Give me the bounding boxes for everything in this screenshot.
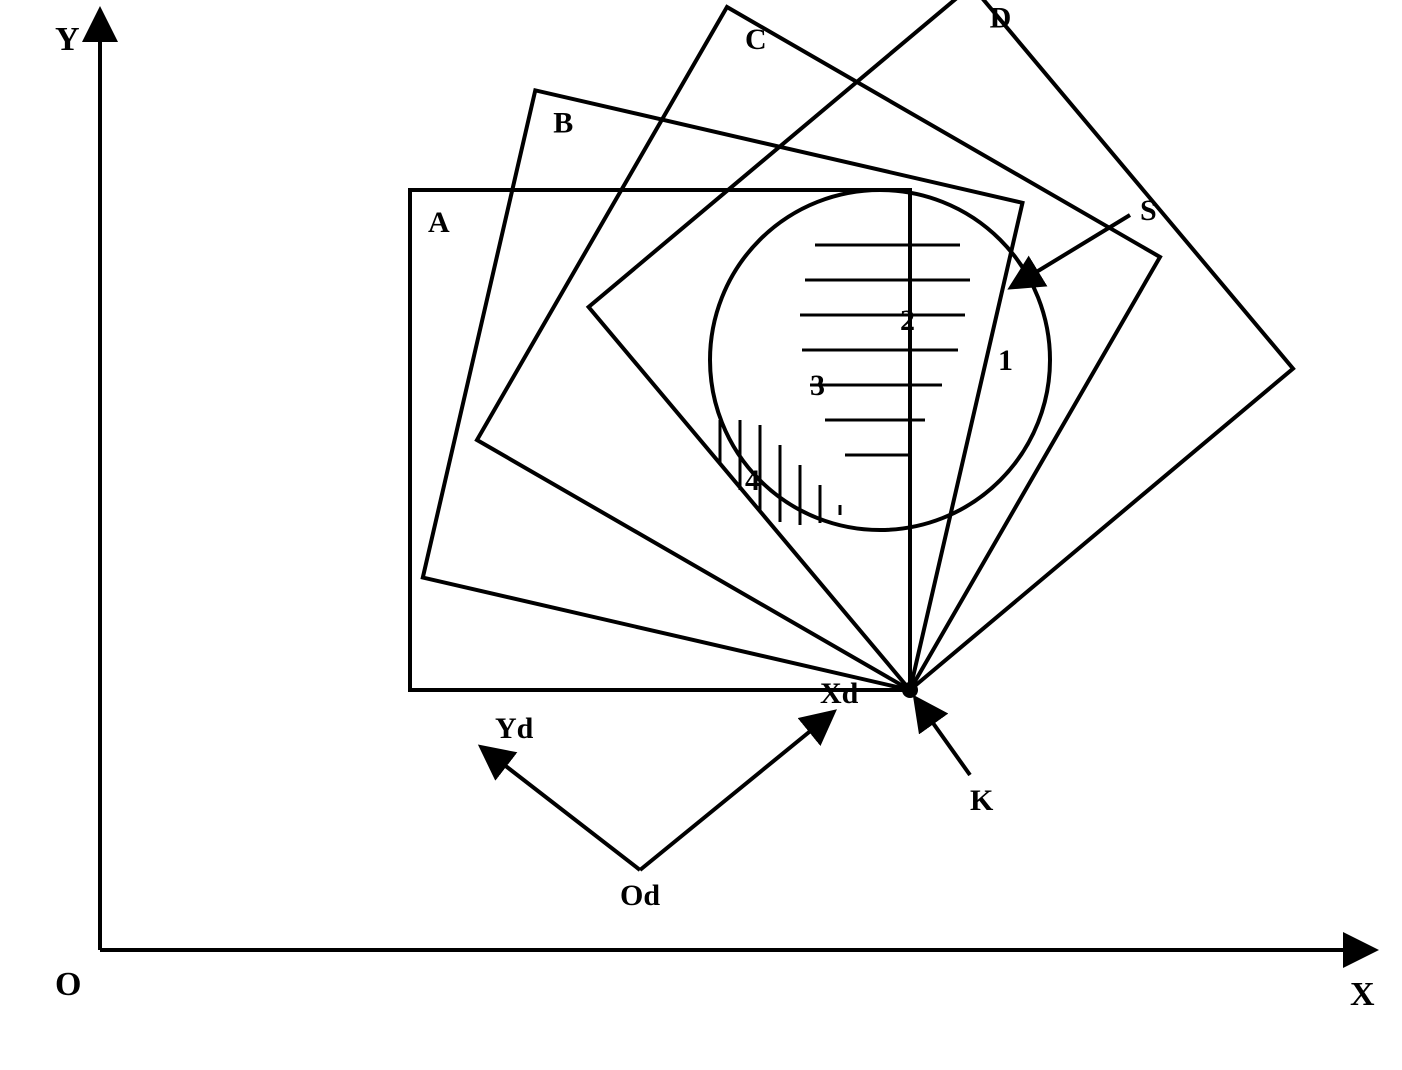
label-sector-1: 1 (998, 344, 1013, 377)
label-sector-3: 3 (810, 369, 825, 402)
label-square-C: C (745, 23, 767, 56)
square-B (423, 90, 1023, 690)
square-D (589, 0, 1293, 690)
label-sector-2: 2 (900, 304, 915, 337)
label-K: K (970, 784, 994, 817)
diagram-canvas: O X Y A B C D S K Od Xd Yd 1 2 3 4 (0, 0, 1402, 1070)
leader-S (1015, 215, 1130, 285)
label-square-B: B (553, 106, 573, 139)
label-origin-O: O (55, 966, 81, 1003)
point-K (902, 682, 918, 698)
label-Xd: Xd (820, 677, 859, 710)
label-Od: Od (620, 879, 660, 912)
label-axis-X: X (1350, 976, 1375, 1013)
label-axis-Y: Y (55, 21, 80, 58)
leader-K (918, 702, 970, 775)
label-square-A: A (428, 206, 450, 239)
axis-Xd (640, 715, 830, 870)
axis-Yd (485, 750, 640, 870)
square-C (477, 7, 1160, 690)
square-A (410, 190, 910, 690)
label-square-D: D (990, 2, 1012, 35)
label-Yd: Yd (495, 712, 534, 745)
label-sector-4: 4 (745, 464, 760, 497)
label-S: S (1140, 194, 1157, 227)
